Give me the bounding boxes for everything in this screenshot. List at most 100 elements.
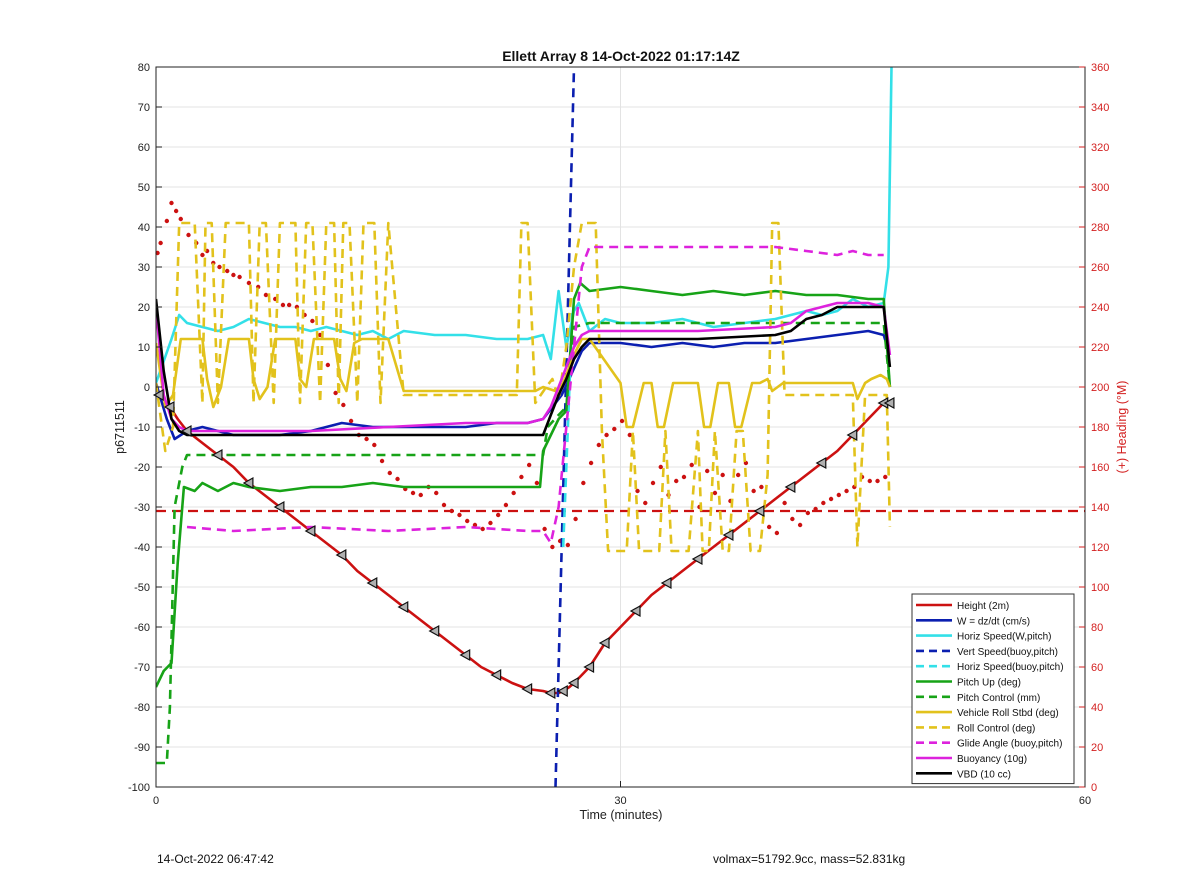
- heading-point: [472, 522, 478, 528]
- heading-point: [565, 542, 571, 548]
- height-marker: [163, 400, 175, 414]
- heading-point: [169, 200, 174, 206]
- heading-point: [158, 240, 163, 246]
- y2-tick-label: 160: [1091, 462, 1109, 474]
- legend-label: Horiz Speed(W,pitch): [957, 632, 1051, 643]
- heading-point: [650, 480, 656, 486]
- heading-point: [588, 460, 594, 466]
- chart-title: Ellett Array 8 14-Oct-2022 01:17:14Z: [502, 48, 740, 64]
- y2-tick-label: 40: [1091, 702, 1103, 714]
- heading-point: [751, 488, 756, 494]
- heading-point: [341, 402, 346, 408]
- legend: Height (2m) W = dz/dt (cm/s) Horiz Speed(W…: [911, 593, 1075, 785]
- height-marker: [152, 388, 164, 402]
- x-axis-label: Time (minutes): [580, 808, 663, 822]
- y-tick-label: 30: [138, 262, 150, 274]
- y2-tick-label: 20: [1091, 742, 1103, 754]
- heading-point: [519, 474, 524, 480]
- heading-point: [883, 474, 888, 480]
- y-tick-label: 50: [138, 182, 150, 194]
- y-tick-label: -90: [134, 742, 150, 754]
- heading-point: [643, 500, 648, 506]
- y2-tick-label: 0: [1091, 782, 1097, 794]
- y-tick-label: -60: [134, 622, 150, 634]
- heading-point: [604, 432, 609, 438]
- heading-point: [231, 272, 236, 278]
- y-tick-label: -40: [134, 542, 150, 554]
- heading-point: [457, 512, 462, 518]
- height-marker: [567, 676, 579, 690]
- y2-tick-label: 140: [1091, 502, 1109, 514]
- y2-tick-label: 120: [1091, 542, 1109, 554]
- height-marker: [815, 456, 827, 470]
- heading-point: [674, 478, 679, 484]
- heading-point: [480, 526, 485, 532]
- heading-point: [200, 252, 205, 258]
- legend-label: Vert Speed(buoy,pitch): [957, 647, 1058, 658]
- heading-point: [372, 442, 377, 448]
- heading-point: [705, 468, 710, 474]
- legend-label: Roll Control (deg): [957, 723, 1035, 734]
- heading-point: [836, 492, 842, 498]
- height-marker: [490, 668, 502, 682]
- heading-point: [581, 480, 586, 486]
- heading-point: [821, 500, 826, 506]
- height-marker: [459, 648, 471, 662]
- heading-point: [488, 520, 493, 526]
- heading-point: [875, 478, 880, 484]
- height-marker: [273, 500, 285, 514]
- heading-point: [720, 472, 725, 478]
- footer-timestamp: 14-Oct-2022 06:47:42: [157, 852, 274, 866]
- y2-tick-label: 340: [1091, 102, 1109, 114]
- series-line: [156, 301, 892, 433]
- heading-point: [263, 292, 269, 298]
- heading-point: [173, 208, 179, 214]
- y2-tick-label: 300: [1091, 182, 1109, 194]
- heading-point: [596, 442, 602, 448]
- height-marker: [428, 624, 440, 638]
- height-marker: [242, 476, 254, 490]
- heading-point: [434, 490, 439, 496]
- heading-point: [735, 472, 741, 478]
- height-marker: [598, 636, 610, 650]
- heading-point: [325, 362, 331, 368]
- heading-point: [441, 502, 447, 508]
- heading-point: [689, 462, 694, 468]
- legend-label: Buoyancy (10g): [957, 754, 1027, 765]
- heading-point: [612, 426, 617, 432]
- heading-point: [379, 458, 385, 464]
- heading-point: [867, 478, 872, 484]
- series-line: [156, 281, 892, 688]
- heading-point: [712, 490, 718, 496]
- height-marker: [660, 576, 672, 590]
- heading-point: [280, 302, 286, 308]
- heading-point: [782, 500, 787, 506]
- y2-tick-label: 280: [1091, 222, 1109, 234]
- series-line: [186, 245, 884, 545]
- height-marker: [335, 548, 347, 562]
- heading-point: [573, 516, 578, 522]
- series-line: [158, 394, 890, 695]
- y2-axis-label: (+) Heading (°M): [1115, 381, 1129, 474]
- heading-point: [286, 302, 292, 308]
- y2-tick-label: 80: [1091, 622, 1103, 634]
- series-line: [156, 337, 892, 429]
- heading-point: [534, 480, 540, 486]
- height-marker: [544, 686, 556, 700]
- y-tick-label: 0: [144, 382, 150, 394]
- heading-point: [465, 518, 470, 524]
- heading-point: [790, 516, 795, 522]
- legend-label: Glide Angle (buoy,pitch): [957, 739, 1062, 750]
- heading-point: [526, 462, 532, 468]
- y2-tick-label: 260: [1091, 262, 1109, 274]
- legend-label: VBD (10 cc): [957, 769, 1011, 780]
- height-marker: [180, 424, 192, 438]
- heading-point: [418, 492, 423, 498]
- heading-point: [364, 436, 369, 442]
- heading-point: [619, 418, 625, 424]
- heading-point: [844, 488, 849, 494]
- y-tick-label: 20: [138, 302, 150, 314]
- height-marker: [521, 682, 533, 696]
- heading-point: [828, 496, 834, 502]
